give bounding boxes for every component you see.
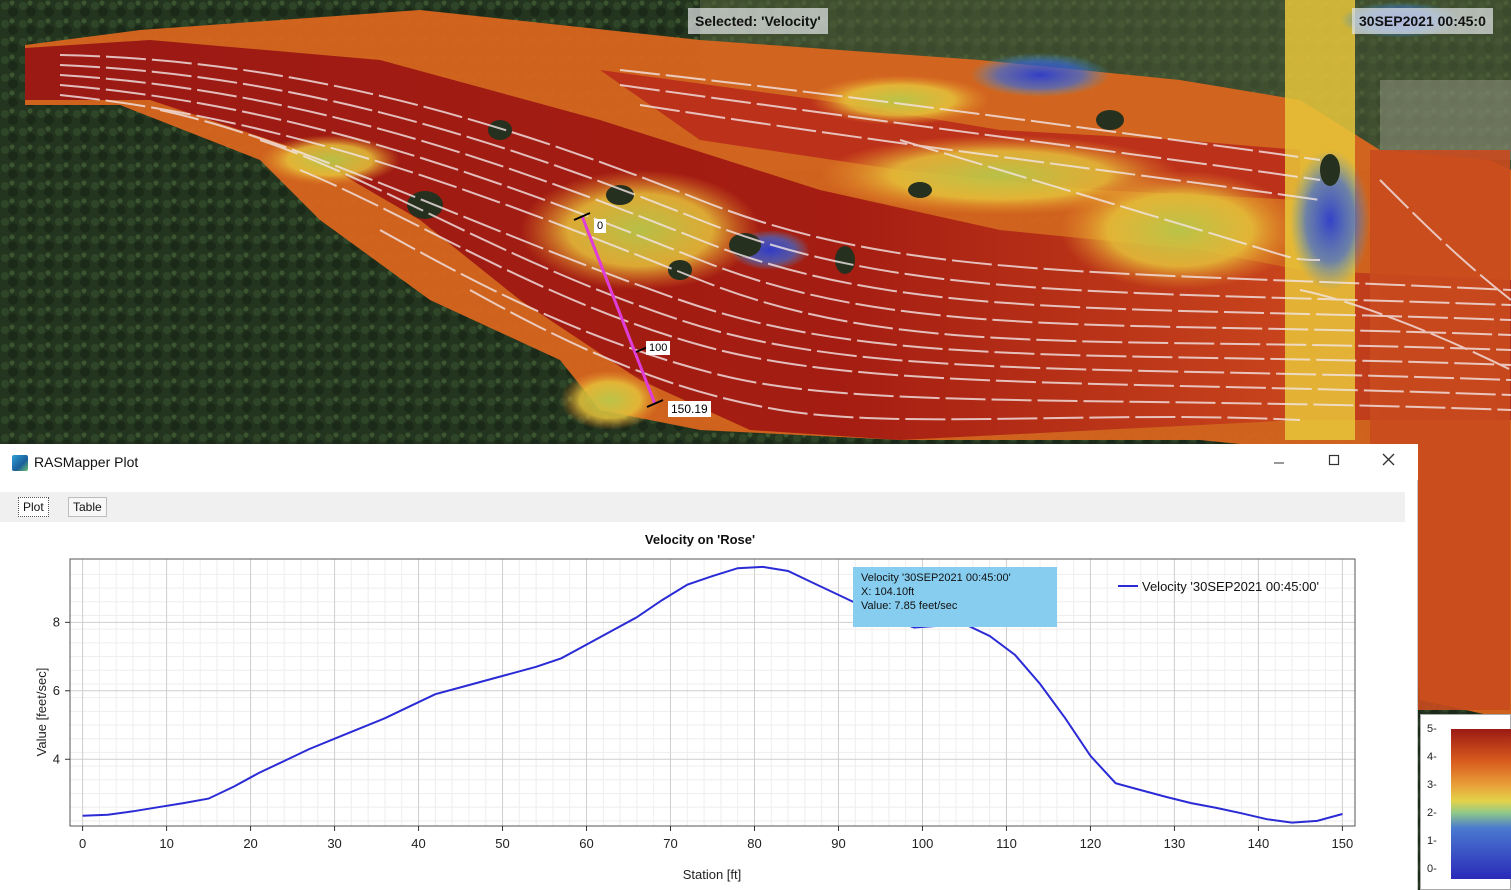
tooltip-line-value: Value: 7.85 feet/sec (861, 600, 958, 612)
x-tick-label: 150 (1332, 836, 1354, 851)
x-tick-label: 10 (159, 836, 173, 851)
y-tick-label: 4 (53, 751, 60, 766)
x-tick-label: 20 (243, 836, 257, 851)
tooltip-line-x: X: 104.10ft (861, 586, 914, 598)
x-tick-label: 70 (663, 836, 677, 851)
x-tick-label: 80 (747, 836, 761, 851)
maximize-button[interactable] (1320, 450, 1348, 474)
profile-label-100: 100 (646, 341, 671, 355)
x-tick-label: 100 (912, 836, 934, 851)
legend-scale-tick: 5- (1427, 723, 1437, 735)
tooltip-line-series: Velocity '30SEP2021 00:45:00' (861, 572, 1011, 584)
x-tick-label: 110 (996, 836, 1017, 851)
time-label: 30SEP2021 00:45:0 (1352, 8, 1493, 34)
velocity-series-points (82, 566, 1343, 823)
y-axis-ticks: 4 6 8 (53, 614, 70, 766)
y-tick-label: 6 (53, 683, 60, 698)
x-tick-label: 30 (327, 836, 341, 851)
x-tick-label: 60 (579, 836, 593, 851)
profile-label-end: 150.19 (668, 401, 711, 417)
x-tick-label: 0 (79, 836, 86, 851)
legend-color-bar (1451, 729, 1511, 879)
rasmapper-app-icon (12, 455, 28, 471)
maximize-icon (1328, 454, 1340, 466)
chart-plot-frame (69, 558, 1356, 827)
x-tick-label: 40 (411, 836, 425, 851)
velocity-chart[interactable]: Velocity on 'Rose' 0 10 20 30 40 50 60 70 80 90 10… (10, 524, 1405, 890)
selected-layer-label: Selected: 'Velocity' (688, 8, 828, 34)
x-axis-label: Station [ft] (683, 867, 742, 882)
x-tick-label: 130 (1164, 836, 1186, 851)
x-axis-ticks: 0 10 20 30 40 50 60 70 80 90 100 110 120 130 140 150 (79, 826, 1353, 851)
y-axis-label: Value [feet/sec] (34, 668, 49, 757)
chart-title: Velocity on 'Rose' (645, 532, 755, 547)
tab-plot[interactable]: Plot (18, 497, 49, 517)
legend-scale-tick: 3- (1427, 779, 1437, 791)
x-tick-label: 140 (1248, 836, 1270, 851)
minimize-button[interactable] (1265, 450, 1293, 474)
legend-scale-tick: 4- (1427, 751, 1437, 763)
velocity-series-line (82, 565, 1343, 824)
x-tick-label: 50 (495, 836, 509, 851)
profile-label-0: 0 (594, 219, 607, 233)
close-button[interactable] (1374, 450, 1402, 474)
legend-scale-tick: 2- (1427, 807, 1437, 819)
legend-series-label: Velocity '30SEP2021 00:45:00' (1142, 579, 1319, 594)
velocity-color-legend: 5- 4- 3- 2- 1- 0- (1420, 714, 1511, 890)
window-title: RASMapper Plot (34, 454, 139, 470)
close-icon (1382, 453, 1394, 466)
tab-table[interactable]: Table (68, 497, 107, 517)
tab-strip: Plot Table (0, 492, 1405, 522)
title-bar[interactable]: RASMapper Plot (0, 444, 1418, 480)
chart-major-grid (70, 559, 1355, 826)
minimize-icon (1274, 462, 1284, 464)
rasmapper-plot-window: RASMapper Plot Plot Table Velocity on 'R… (0, 444, 1418, 890)
x-tick-label: 120 (1080, 836, 1102, 851)
legend-scale-tick: 1- (1427, 835, 1437, 847)
legend-scale-tick: 0- (1427, 863, 1437, 875)
y-tick-label: 8 (53, 614, 60, 629)
hover-tooltip (853, 567, 1057, 627)
x-tick-label: 90 (831, 836, 845, 851)
